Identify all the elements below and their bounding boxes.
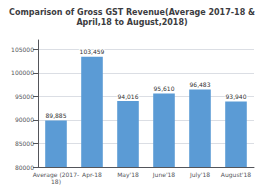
- svg-text:96,483: 96,483: [190, 81, 211, 88]
- svg-text:100000: 100000: [11, 69, 34, 76]
- svg-text:103,459: 103,459: [80, 48, 105, 55]
- svg-text:Average (2017-: Average (2017-: [32, 171, 80, 178]
- svg-text:89,885: 89,885: [46, 112, 67, 119]
- svg-text:April,18 to August,2018): April,18 to August,2018): [76, 18, 187, 27]
- svg-text:80000: 80000: [15, 164, 34, 171]
- svg-text:May'18: May'18: [117, 171, 139, 179]
- svg-text:95,610: 95,610: [154, 85, 175, 92]
- svg-text:August'18: August'18: [221, 171, 251, 179]
- svg-text:105000: 105000: [11, 46, 34, 53]
- svg-text:18): 18): [51, 178, 61, 185]
- svg-text:93,940: 93,940: [226, 93, 247, 100]
- svg-text:94,016: 94,016: [118, 93, 139, 100]
- svg-text:90000: 90000: [15, 116, 34, 123]
- svg-text:85000: 85000: [15, 140, 34, 147]
- svg-text:July'18: July'18: [189, 171, 210, 179]
- svg-text:Comparison of Gross GST Revenu: Comparison of Gross GST Revenue(Average …: [9, 8, 255, 17]
- svg-text:June'18: June'18: [152, 171, 176, 179]
- svg-text:95000: 95000: [15, 93, 34, 100]
- svg-text:Apr-18: Apr-18: [82, 171, 102, 179]
